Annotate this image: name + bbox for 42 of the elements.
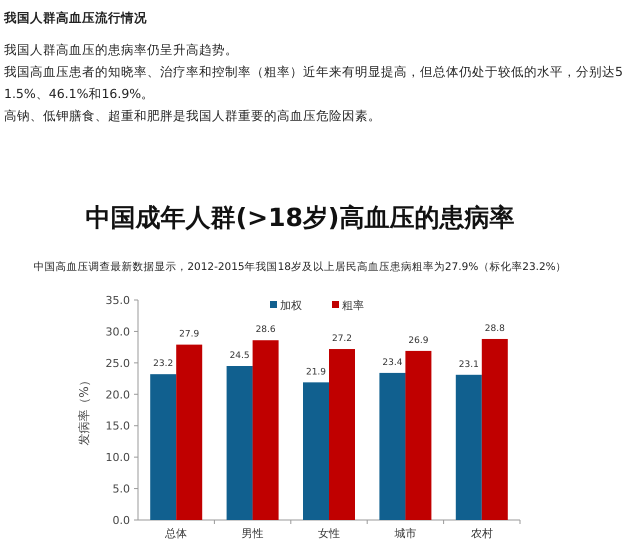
bar [303,382,329,520]
data-label: 23.2 [153,359,174,370]
x-tick-label: 农村 [470,527,493,540]
text: 高钠、低钾膳食、超重和肥胖是我国人群重要的高血压危险因素。 [4,108,381,123]
y-tick-label: 20.0 [106,388,130,402]
bar [252,340,279,520]
bar [150,374,176,520]
data-label: 28.8 [484,324,506,334]
bar [482,338,508,520]
data-label: 21.9 [306,367,326,378]
data-label: 24.5 [230,351,250,361]
chart-title: 中国成年人群(>18岁)高血压的患病率 [86,203,514,232]
x-tick-label: 女性 [318,527,340,540]
bar [176,344,202,520]
text: 我国人群高血压流行情况 [3,10,148,25]
data-label: 27.2 [332,334,352,344]
y-axis-title: 发病率（%） [77,374,91,446]
bar [456,374,482,520]
data-label: 26.9 [408,336,429,346]
y-tick-label: 10.0 [106,451,130,464]
chart-subtitle: 中国高血压调查最新数据显示，2012-2015年我国18岁及以上居民高血压患病粗率为27.9%（标化率23.2%） [33,260,567,273]
y-tick-label: 5.0 [112,482,130,496]
y-tick-label: 0.0 [112,514,130,527]
bar [405,350,432,520]
data-label: 23.1 [458,360,479,370]
bar [329,349,355,520]
y-tick-label: 30.0 [106,325,130,338]
bar [379,372,406,520]
bar [226,366,253,520]
y-tick-label: 35.0 [106,294,130,307]
x-tick-label: 男性 [242,527,264,540]
data-label: 23.4 [382,358,403,368]
y-tick-label: 15.0 [106,420,130,433]
legend-label: 粗率 [342,299,364,312]
data-label: 27.9 [179,330,200,340]
data-label: 28.6 [256,325,276,336]
y-tick-label: 25.0 [106,356,130,370]
legend-label: 加权 [280,299,302,312]
x-tick-label: 总体 [164,527,188,540]
text: 我国高血压患者的知晓率、治疗率和控制率（粗率）近年来有明显提高，但总体仍处于较低的水平，分别达51.5%、46.1%和16.9%。 [4,64,623,101]
x-tick-label: 城市 [393,527,416,540]
text: 我国人群高血压的患病率仍呈升高趋势。 [4,42,238,57]
